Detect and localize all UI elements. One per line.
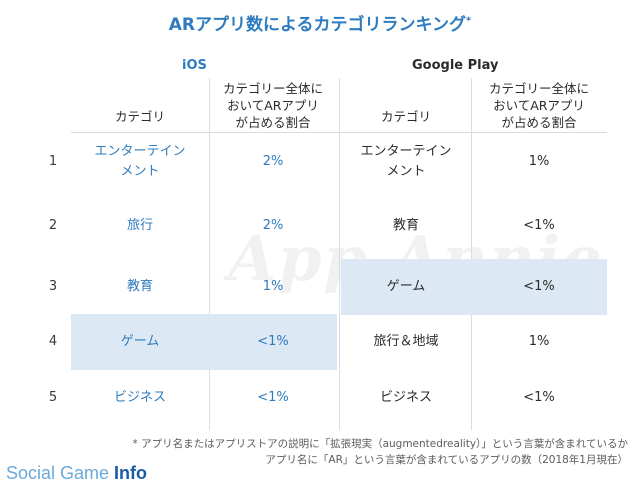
gp-category-cell: エンターテイン メント	[360, 144, 452, 179]
header-ios-share-line1: カテゴリー全体に	[222, 81, 323, 96]
header-ios-share: カテゴリー全体に おいてARアプリ が占める割合	[209, 80, 337, 131]
social-game-info-logo: Social Game Info	[6, 463, 147, 484]
header-ios-share-line2: おいてARアプリ	[227, 98, 319, 113]
brand-text-2: Info	[114, 463, 148, 483]
brand-text-1: Social Game	[6, 463, 115, 483]
gp-share-cell: 1%	[528, 334, 550, 349]
header-gp-share-line1: カテゴリー全体に	[488, 81, 589, 96]
gp-share-cell: 1%	[528, 154, 550, 169]
title-footnote-mark: *	[466, 15, 472, 27]
rank-cell: 1	[48, 154, 58, 169]
table-row-2: 2 旅行 2% 教育 <1%	[0, 198, 640, 254]
ios-category-cell-highlighted: ゲーム	[71, 314, 209, 370]
gp-category-cell: 教育	[392, 218, 419, 233]
rank-cell: 4	[48, 334, 58, 349]
ios-category-cell: ビジネス	[113, 390, 166, 405]
ios-share-cell-highlighted: <1%	[209, 314, 337, 370]
gp-share-cell: <1%	[523, 218, 555, 233]
ios-category-cell: 教育	[126, 279, 153, 294]
group-label-ios: iOS	[182, 58, 207, 73]
ios-share-cell: 2%	[262, 154, 284, 169]
rank-cell: 5	[48, 390, 58, 405]
header-gp-share-line3: が占める割合	[501, 115, 577, 130]
header-gp-share: カテゴリー全体に おいてARアプリ が占める割合	[471, 80, 607, 131]
gp-share-cell-highlighted: <1%	[471, 259, 607, 315]
header-gp-share-line2: おいてARアプリ	[493, 98, 585, 113]
header-gp-category: カテゴリ	[380, 109, 431, 124]
divider-ios-cols	[209, 78, 210, 430]
ios-category-cell: 旅行	[126, 218, 153, 233]
table-row-5: 5 ビジネス <1% ビジネス <1%	[0, 370, 640, 426]
gp-share-cell: <1%	[523, 390, 555, 405]
footnote-line-2: アプリ名に「AR」という言葉が含まれているアプリの数（2018年1月現在）	[265, 454, 628, 466]
ios-share-cell: 1%	[262, 279, 284, 294]
divider-platforms	[339, 78, 340, 430]
ios-share-cell: 2%	[262, 218, 284, 233]
chart-title: ARアプリ数によるカテゴリランキング*	[0, 10, 640, 35]
table-row-4: 4 ゲーム <1% 旅行＆地域 1%	[0, 314, 640, 370]
gp-category-cell: ビジネス	[379, 390, 432, 405]
ios-share-cell: <1%	[257, 390, 289, 405]
rank-cell: 3	[48, 279, 58, 294]
gp-category-cell: 旅行＆地域	[373, 334, 439, 349]
chart-title-text: ARアプリ数によるカテゴリランキング	[168, 15, 466, 35]
rank-cell: 2	[48, 218, 58, 233]
table-row-1: 1 エンターテイン メント 2% エンターテイン メント 1%	[0, 134, 640, 190]
header-ios-share-line3: が占める割合	[235, 115, 311, 130]
footnote-line-1: * アプリ名またはアプリストアの説明に「拡張現実（augmentedrealit…	[132, 438, 628, 450]
gp-category-cell-highlighted: ゲーム	[341, 259, 471, 315]
header-ios-category: カテゴリ	[114, 109, 165, 124]
ios-category-cell: エンターテイン メント	[94, 144, 186, 179]
table-row-3: 3 教育 1% ゲーム <1%	[0, 259, 640, 315]
group-label-google-play: Google Play	[412, 58, 499, 73]
divider-gp-cols	[471, 78, 472, 430]
